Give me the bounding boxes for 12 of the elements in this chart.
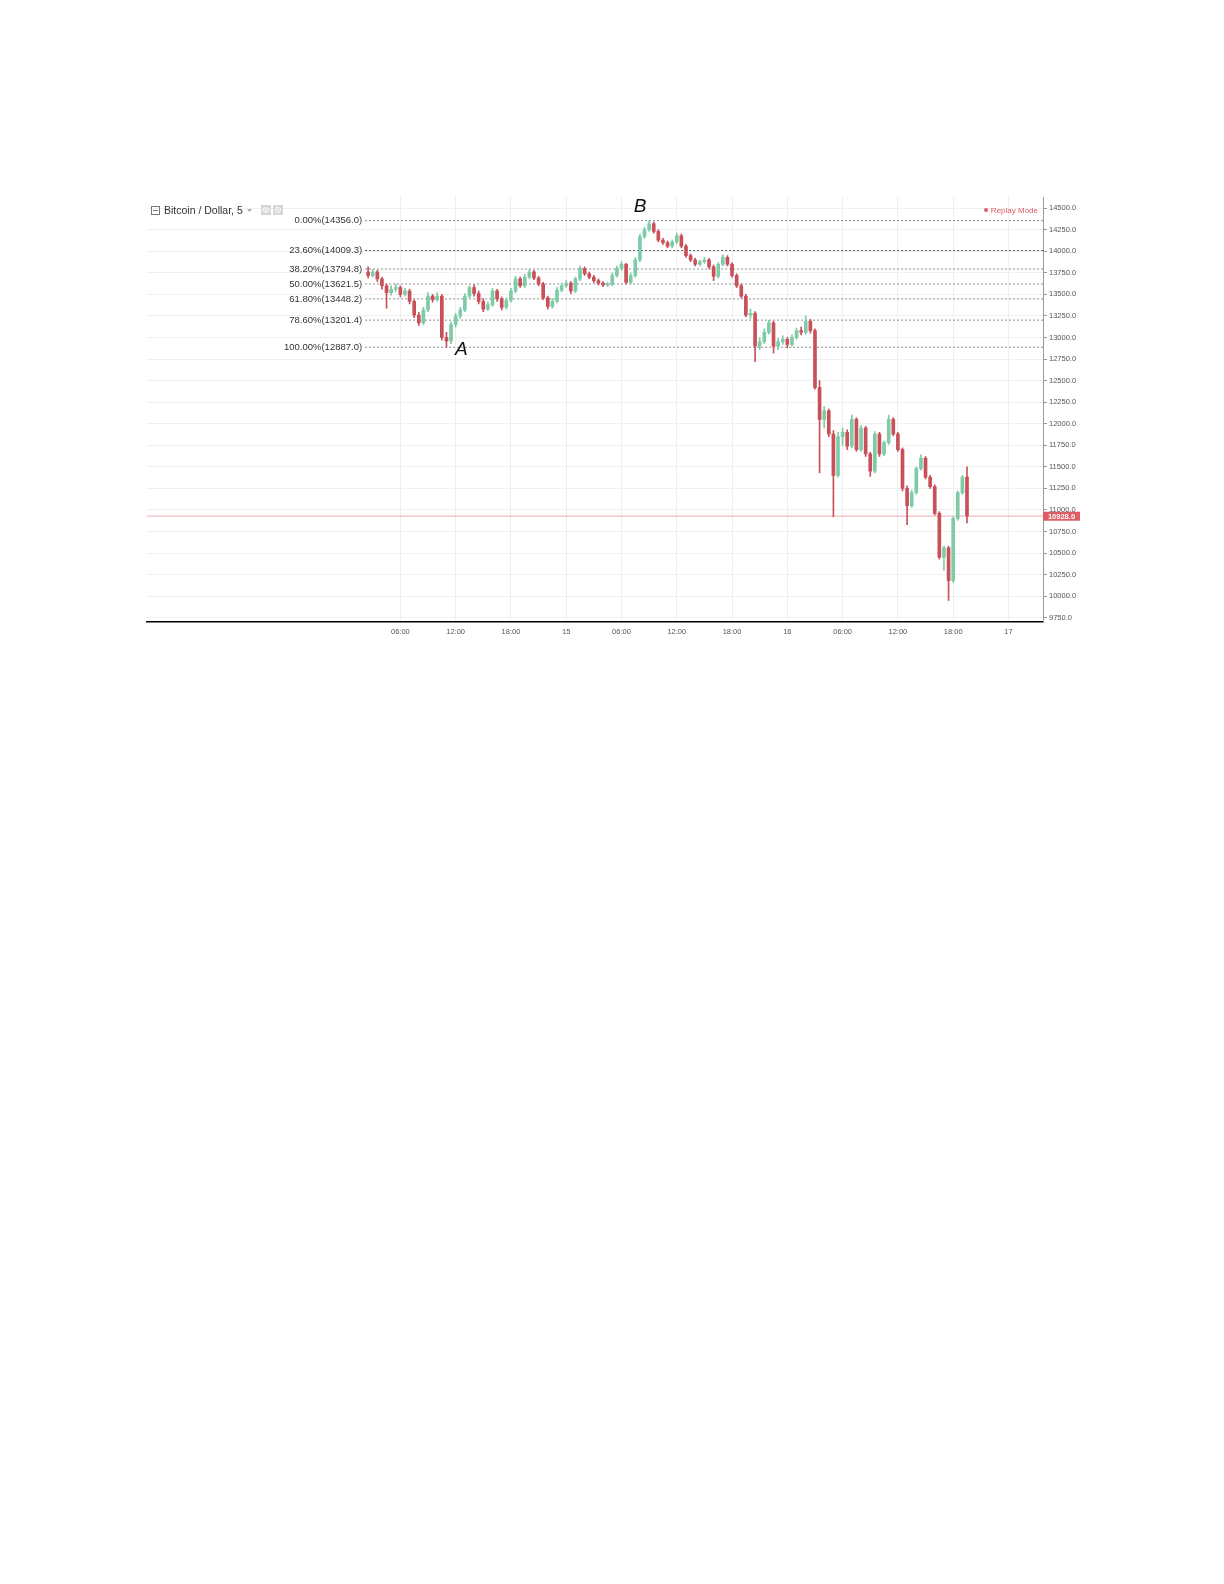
annotation: B (633, 194, 647, 216)
annotation: A (454, 337, 468, 359)
ref-line-label: 23.60%(14009.3) (289, 244, 363, 256)
text: Bitcoin / Dollar, 5 (164, 204, 243, 216)
ref-line-label: 0.00%(14356.0) (294, 214, 363, 226)
candlestick (780, 335, 785, 345)
ref-line-label: 61.80%(13448.2) (289, 292, 363, 304)
ref-line-label: 50.00%(13621.5) (289, 277, 363, 289)
ref-line-label: 78.60%(13201.4) (289, 313, 363, 325)
annotation: Replay Mode (990, 205, 1038, 215)
ref-line-label: 38.20%(13794.8) (289, 262, 363, 274)
ref-line-label: 100.00%(12887.0) (283, 340, 363, 352)
